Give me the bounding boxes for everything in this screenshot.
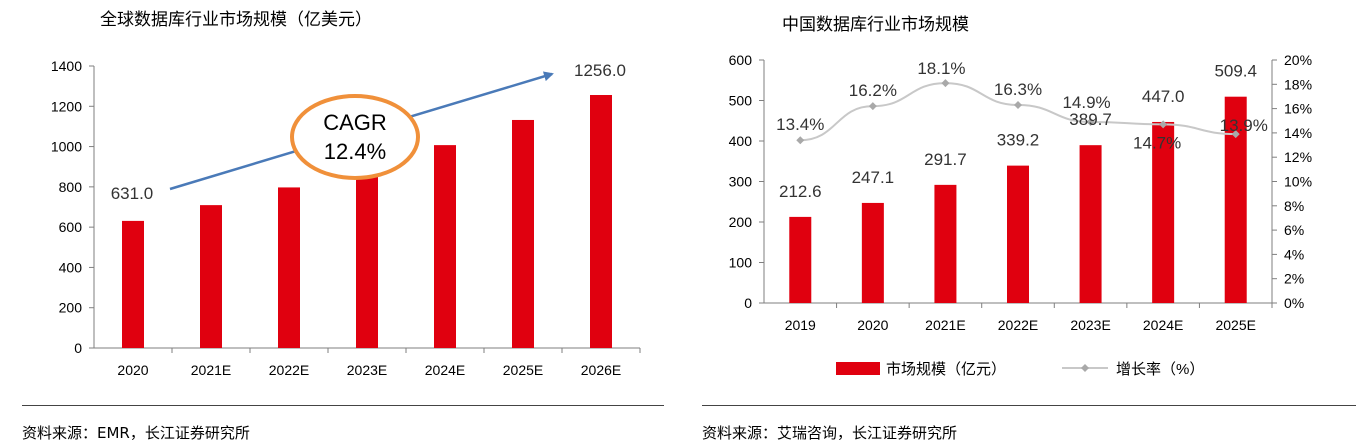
bar: [512, 119, 534, 349]
footer-divider: [702, 405, 1356, 406]
y-tick-label: 800: [59, 179, 83, 195]
legend-line-marker: [1081, 364, 1089, 372]
x-tick-label: 2025E: [503, 362, 543, 378]
bar: [122, 220, 144, 348]
rate-data-label: 13.9%: [1220, 116, 1268, 135]
y2-tick-label: 10%: [1284, 174, 1312, 190]
bar: [789, 216, 812, 303]
source-note: 资料来源：EMR，长江证券研究所: [22, 424, 250, 442]
chart-title: 中国数据库行业市场规模: [782, 15, 969, 35]
y-tick-label: 0: [744, 295, 752, 311]
chart-title: 全球数据库行业市场规模（亿美元）: [100, 10, 372, 30]
bar-data-label: 291.7: [924, 150, 967, 169]
x-tick-label: 2024E: [1143, 317, 1183, 333]
y-tick-label: 1200: [51, 98, 82, 114]
x-tick-label: 2020: [117, 362, 148, 378]
bar: [200, 205, 222, 348]
x-tick-label: 2021E: [925, 317, 965, 333]
rate-data-label: 13.4%: [776, 115, 824, 134]
rate-data-label: 14.7%: [1133, 133, 1181, 152]
global-database-market-chart: 全球数据库行业市场规模（亿美元） 0 200 400 600 800 1000 1200 14…: [22, 10, 664, 442]
rate-data-label: 18.1%: [917, 59, 965, 78]
bar-data-label: 212.6: [779, 182, 822, 201]
x-tick-label: 2021E: [191, 362, 231, 378]
bar: [861, 202, 884, 303]
line-point: [868, 102, 877, 111]
x-tick-label: 2020: [857, 317, 888, 333]
bar-data-label: 389.7: [1069, 110, 1112, 129]
bar: [278, 187, 300, 348]
y-tick-label: 500: [729, 93, 753, 109]
y-tick-label: 100: [729, 255, 753, 271]
line-point: [1159, 120, 1168, 129]
line-point: [1014, 100, 1022, 109]
x-tick-label: 2023E: [347, 362, 387, 378]
y-tick-label: 0: [74, 340, 82, 356]
y-tick-label: 1400: [51, 58, 82, 74]
line-point: [1086, 117, 1095, 126]
bar: [1224, 96, 1247, 304]
rate-data-label: 14.9%: [1062, 93, 1110, 112]
y-tick-label: 600: [59, 219, 83, 235]
data-label: 1256.0: [574, 61, 626, 80]
bar: [590, 95, 612, 349]
y-tick-label: 400: [59, 259, 83, 275]
x-tick-label: 2026E: [581, 362, 621, 378]
data-label: 631.0: [111, 184, 154, 203]
y2-tick-label: 16%: [1284, 101, 1312, 117]
y-tick-label: 1000: [51, 139, 82, 155]
bar-data-label: 339.2: [997, 131, 1040, 150]
y-tick-label: 300: [729, 174, 753, 190]
cagr-value: 12.4%: [324, 139, 386, 164]
x-tick-label: 2022E: [269, 362, 309, 378]
line-point: [941, 79, 950, 88]
y2-tick-label: 8%: [1284, 198, 1304, 214]
bar-data-label: 509.4: [1214, 62, 1257, 81]
y2-tick-label: 12%: [1284, 149, 1312, 165]
x-tick-label: 2024E: [425, 362, 465, 378]
source-note: 资料来源：艾瑞咨询，长江证券研究所: [702, 424, 958, 442]
cagr-ellipse: [290, 94, 420, 180]
y-tick-label: 400: [729, 133, 753, 149]
cagr-label: CAGR: [323, 110, 387, 135]
legend-bar-swatch: [836, 362, 880, 375]
y2-tick-label: 2%: [1284, 271, 1304, 287]
x-tick-label: 2019: [785, 317, 816, 333]
y-tick-label: 200: [729, 214, 753, 230]
bar: [356, 167, 378, 348]
y2-tick-label: 6%: [1284, 222, 1304, 238]
bar: [1079, 145, 1102, 303]
line-point: [796, 136, 805, 145]
bar-data-label: 447.0: [1142, 87, 1185, 106]
y2-tick-label: 18%: [1284, 76, 1312, 92]
y2-tick-label: 14%: [1284, 125, 1312, 141]
y-tick-label: 600: [729, 52, 753, 68]
bar: [434, 145, 456, 348]
legend-bar-label: 市场规模（亿元）: [886, 361, 1006, 378]
y2-tick-label: 20%: [1284, 52, 1312, 68]
right-plot-area: 0 100 200 300 400 500 600 0% 2% 4% 6% 8% 10% 12% 14% 16…: [729, 52, 1312, 378]
bar: [1007, 165, 1029, 303]
bar-data-label: 247.1: [852, 168, 895, 187]
line-point: [1231, 130, 1240, 139]
x-tick-label: 2023E: [1070, 317, 1110, 333]
x-tick-label: 2025E: [1215, 317, 1255, 333]
left-plot-area: 0 200 400 600 800 1000 1200 1400 2020 2021E 2022E 2…: [51, 58, 641, 378]
china-database-market-chart: 中国数据库行业市场规模 0 100 200 300 400 500 600 0% 2% 4% 6% 8…: [690, 0, 1358, 444]
y2-tick-label: 4%: [1284, 246, 1304, 262]
rate-data-label: 16.2%: [849, 81, 897, 100]
legend-line-label: 增长率（%）: [1116, 361, 1204, 378]
y2-tick-label: 0%: [1284, 295, 1304, 311]
x-tick-label: 2022E: [998, 317, 1038, 333]
bar: [934, 184, 957, 303]
bar: [1152, 121, 1175, 303]
footer-divider: [22, 405, 664, 406]
y-tick-label: 200: [59, 300, 83, 316]
rate-data-label: 16.3%: [994, 80, 1042, 99]
